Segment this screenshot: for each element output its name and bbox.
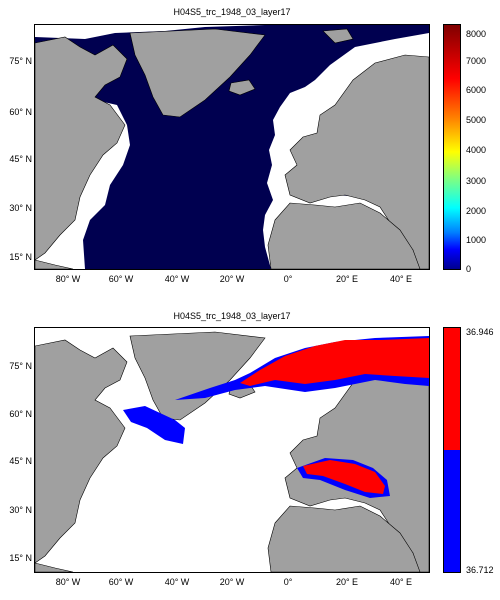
europe <box>284 54 429 269</box>
panel-2-map-canvas <box>35 328 429 572</box>
panel-2-title: H04S5_trc_1948_03_layer17 <box>173 311 291 321</box>
colorbar-1-tick: 3000 <box>466 176 487 186</box>
colorbar-1-tick: 8000 <box>466 29 487 39</box>
colorbar-1-tick: 6000 <box>466 85 487 95</box>
colorbar-1-tick: 5000 <box>466 115 487 125</box>
labrador-low-patch <box>123 406 185 444</box>
mediterranean-high-patch <box>303 460 385 494</box>
colorbar-1-tick: 0 <box>466 264 472 274</box>
svalbard <box>322 28 354 44</box>
panel-2-y-tick: 15° N <box>9 553 32 563</box>
panel-2-x-tick: 80° W <box>55 577 81 587</box>
colorbar-1-tick: 7000 <box>466 56 487 66</box>
panel-1-y-tick: 45° N <box>9 154 32 164</box>
panel-2-colorbar <box>443 327 461 573</box>
colorbar-1-tick: 1000 <box>466 235 487 245</box>
colorbar-2-tick: 36.712 <box>466 565 494 575</box>
panel-2-y-tick: 45° N <box>9 456 32 466</box>
greenland <box>129 28 266 118</box>
panel-1-y-tick: 15° N <box>9 252 32 262</box>
panel-2-y-tick: 30° N <box>9 505 32 515</box>
panel-1-x-tick: 0° <box>283 274 293 284</box>
panel-1-x-tick: 40° E <box>389 274 413 284</box>
central-america <box>35 259 74 269</box>
africa <box>267 202 421 269</box>
panel-1-colorbar <box>443 24 461 270</box>
panel-1-map-canvas <box>35 25 429 269</box>
panel-1-x-tick: 20° W <box>219 274 245 284</box>
panel-2-x-tick: 20° E <box>335 577 359 587</box>
arctic-high-patch <box>240 338 429 386</box>
colorbar-1-tick: 2000 <box>466 206 487 216</box>
panel-1-title: H04S5_trc_1948_03_layer17 <box>173 7 291 17</box>
panel-2-x-tick: 20° W <box>219 577 245 587</box>
tracer-field <box>35 25 429 269</box>
panel-1-y-tick: 30° N <box>9 203 32 213</box>
panel-1-x-tick: 40° W <box>164 274 190 284</box>
panel-2-x-tick: 40° W <box>164 577 190 587</box>
panel-1-y-tick: 75° N <box>9 56 32 66</box>
panel-1-x-tick: 80° W <box>55 274 81 284</box>
panel-2-y-tick: 75° N <box>9 361 32 371</box>
panel-2-x-tick: 60° W <box>108 577 134 587</box>
panel-2-x-tick: 40° E <box>389 577 413 587</box>
panel-1-map <box>34 24 430 270</box>
panel-1-x-tick: 60° W <box>108 274 134 284</box>
panel-1-x-tick: 20° E <box>335 274 359 284</box>
panel-2-y-tick: 60° N <box>9 409 32 419</box>
iceland <box>228 79 256 96</box>
panel-1-y-tick: 60° N <box>9 107 32 117</box>
panel-2-map <box>34 327 430 573</box>
north-america <box>35 36 128 261</box>
panel-2-x-tick: 0° <box>283 577 293 587</box>
colorbar-2-tick: 36.946 <box>466 327 494 337</box>
colorbar-1-tick: 4000 <box>466 145 487 155</box>
